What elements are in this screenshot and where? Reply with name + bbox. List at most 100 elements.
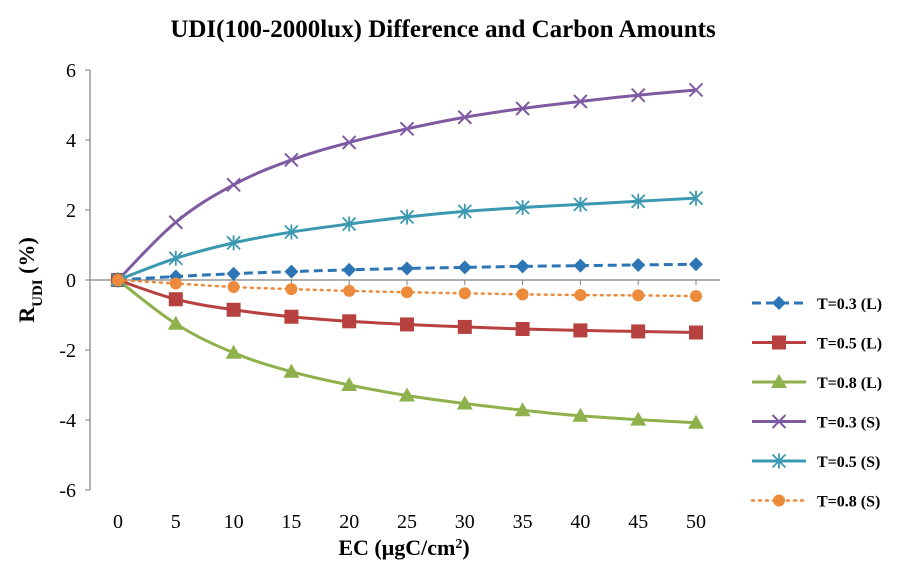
data-point [457, 319, 472, 334]
data-point [169, 277, 182, 290]
series-line [117, 262, 697, 282]
data-point [457, 260, 472, 275]
data-point [168, 250, 183, 266]
y-axis-title: RUDI (%) [14, 237, 46, 323]
data-point [690, 290, 702, 303]
data-point [401, 286, 413, 299]
legend-entry: T=0.3 (L) [752, 296, 882, 313]
data-point [688, 190, 704, 206]
series-line [116, 88, 697, 282]
x-tick-label: 20 [339, 511, 359, 533]
data-point [168, 292, 183, 307]
legend-label: T=0.5 (S) [817, 454, 880, 471]
data-point [573, 94, 588, 109]
y-tick-label: 4 [66, 130, 76, 152]
data-point [458, 287, 471, 300]
x-tick-label: 15 [281, 511, 301, 533]
x-tick-label: 5 [171, 511, 181, 533]
data-point [226, 302, 241, 317]
data-point [572, 407, 589, 422]
y-tick-label: -2 [59, 340, 76, 362]
legend-entry: T=0.8 (S) [750, 494, 880, 511]
data-point [227, 281, 240, 293]
x-axis-title: EC (μgC/cm2) [338, 535, 469, 560]
data-point [457, 203, 472, 219]
data-point [574, 289, 587, 302]
y-tick-label: 6 [66, 60, 76, 82]
data-point [284, 264, 299, 279]
data-point [630, 87, 646, 103]
axes: -6 -4 -2 0 2 4 6 0 5 10 15 20 25 30 35 40 45 50 [59, 60, 720, 533]
data-point [284, 152, 299, 168]
data-point [456, 395, 473, 410]
data-point [284, 224, 299, 240]
data-point [225, 344, 242, 359]
data-point [400, 317, 414, 332]
series-3 [110, 82, 704, 288]
data-point [514, 402, 531, 417]
data-point [515, 259, 530, 274]
data-point [342, 216, 357, 232]
series-4 [110, 190, 704, 288]
legend-entry: T=0.5 (L) [752, 335, 882, 353]
x-tick-label: 0 [113, 511, 123, 533]
data-point [226, 266, 241, 281]
x-tick-label: 30 [455, 511, 475, 533]
legend-entry: T=0.3 (S) [752, 414, 880, 432]
data-point [771, 414, 787, 429]
data-point [573, 258, 588, 273]
data-point [573, 323, 588, 338]
data-point [516, 288, 529, 301]
x-tick-label: 50 [686, 511, 706, 533]
legend-entry: T=0.8 (L) [752, 374, 882, 392]
data-point [342, 262, 357, 277]
data-point [773, 494, 785, 507]
data-point [515, 101, 530, 116]
series-layer [110, 82, 704, 429]
data-point [771, 453, 787, 469]
data-point [631, 324, 646, 339]
data-point [168, 215, 184, 230]
data-point [515, 322, 530, 336]
data-point [399, 209, 415, 225]
legend-label: T=0.5 (L) [817, 336, 882, 353]
legend-label: T=0.8 (L) [817, 375, 882, 392]
x-tick-label: 40 [570, 511, 590, 533]
data-point [341, 377, 358, 391]
data-point [771, 374, 787, 388]
data-point [772, 296, 786, 310]
data-point [515, 200, 530, 216]
data-point [631, 257, 646, 272]
legend-label: T=0.3 (S) [817, 415, 880, 432]
y-tick-label: -6 [59, 480, 76, 502]
data-point [226, 235, 241, 251]
data-point [631, 193, 646, 209]
data-point [632, 289, 645, 302]
legend-label: T=0.3 (L) [817, 296, 882, 313]
y-tick-label: -4 [59, 410, 76, 432]
chart-title: UDI(100-2000lux) Difference and Carbon A… [170, 16, 716, 43]
legend: T=0.3 (L) T=0.5 (L) T=0.8 (L) T=0.3 (S) T=0.… [750, 296, 882, 511]
data-point [342, 314, 357, 329]
series-5 [112, 274, 702, 303]
data-point [341, 135, 357, 150]
data-point [688, 82, 704, 98]
legend-label: T=0.8 (S) [817, 494, 880, 511]
data-point [112, 274, 124, 286]
data-point [688, 414, 704, 429]
data-point [689, 257, 703, 272]
data-point [689, 325, 703, 340]
data-point [167, 315, 184, 330]
data-point [284, 309, 299, 324]
x-tick-label: 10 [224, 511, 244, 533]
data-point [285, 283, 298, 296]
x-tick-label: 25 [397, 511, 417, 533]
data-point [399, 387, 415, 402]
x-tick-label: 35 [513, 511, 533, 533]
data-point [283, 363, 300, 378]
data-point [400, 261, 414, 276]
data-point [226, 177, 241, 193]
data-point [399, 121, 415, 137]
x-tick-label: 45 [628, 511, 648, 533]
